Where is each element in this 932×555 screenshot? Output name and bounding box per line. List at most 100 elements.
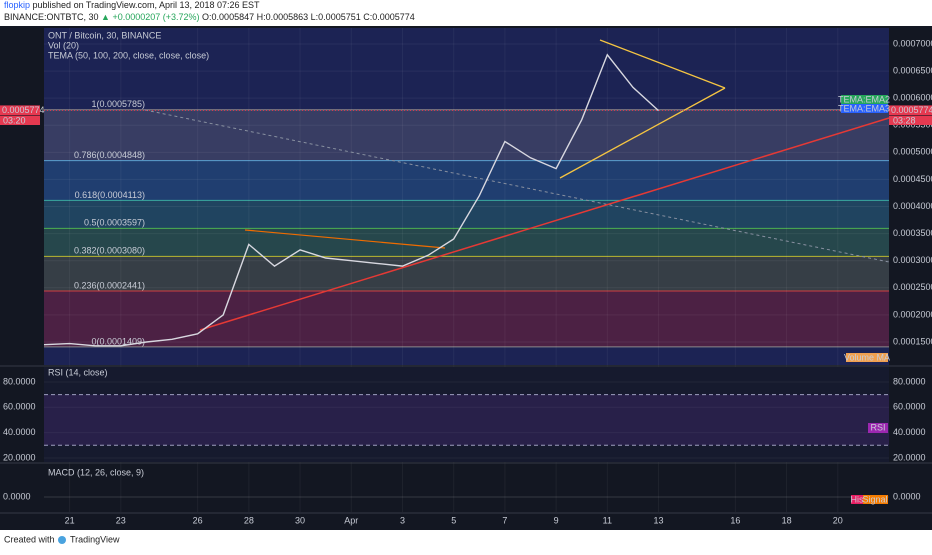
header-line-2: BINANCE:ONTBTC, 30 ▲ +0.0000207 (+3.72%)… (4, 12, 415, 22)
header-line-1: flopkip published on TradingView.com, Ap… (4, 0, 260, 10)
x-tick-label: 20 (833, 515, 843, 525)
macd-title: MACD (12, 26, close, 9) (48, 467, 144, 477)
footer-created: Created with (4, 534, 55, 544)
rsi-band (44, 394, 889, 446)
macd-signal-bg (863, 495, 888, 504)
macd-signal: Signal (862, 494, 887, 504)
fib-label: 0.618(0.0004113) (75, 190, 145, 200)
y-tick-label: 0.0005000 (893, 147, 932, 157)
tema3-badge-bg (841, 104, 888, 113)
last-price-badge (889, 105, 932, 116)
triangle-top (599, 39, 726, 89)
author[interactable]: flopkip (4, 0, 30, 10)
x-tick-label: 7 (502, 515, 507, 525)
y-tick-label: 0.0007000 (893, 38, 932, 48)
fib-label: 0.5(0.0003597) (84, 218, 145, 228)
countdown-right: 03:28 (893, 115, 916, 125)
fib-label: 0.382(0.0003080) (74, 246, 145, 256)
x-tick-label: 13 (654, 515, 664, 525)
header-bg (0, 0, 932, 26)
fib-zone (44, 228, 889, 257)
x-tick-label: 16 (730, 515, 740, 525)
symbol: BINANCE:ONTBTC, 30 (4, 12, 99, 22)
macd-his: His (851, 494, 864, 504)
last-price-label: 0.0005774 (891, 105, 932, 115)
indicator-vol: Vol (20) (48, 40, 79, 50)
triangle-bottom (559, 87, 726, 179)
fib-label: 0(0.0001409) (91, 336, 145, 346)
y-tick-label: 80.0000 (893, 376, 926, 386)
x-tick-label: 9 (554, 515, 559, 525)
fib-zone (44, 109, 889, 161)
y-tick-label: 0.0001500 (893, 336, 932, 346)
y-tick-label: 40.0000 (3, 427, 36, 437)
y-tick-label: 0.0003500 (893, 228, 932, 238)
rsi-badge-bg (868, 423, 888, 433)
x-tick-label: 18 (782, 515, 792, 525)
fib-zones: 1(0.0005785) 0.786(0.0004848) 0.618(0.0004… (44, 99, 889, 348)
x-tick-label: 28 (244, 515, 254, 525)
rsi-pane (44, 367, 889, 462)
y-tick-label: 0.0000 (893, 491, 921, 501)
indicator-tema: TEMA (50, 100, 200, close, close, close) (48, 50, 209, 60)
last-price-label: 0.0005774 (2, 105, 45, 115)
macd-his-bg (851, 495, 863, 504)
fib-label: 0.236(0.0002441) (74, 280, 145, 290)
x-tick-label: 3 (400, 515, 405, 525)
y-tick-label: 0.0004500 (893, 174, 932, 184)
countdown-right-bg (889, 116, 932, 125)
orange-trendline (244, 229, 446, 249)
tema2-badge: TEMA:EMA2 (838, 94, 890, 104)
fib-label: 0.786(0.0004848) (74, 150, 145, 160)
change: ▲ +0.0000207 (+3.72%) (101, 12, 199, 22)
price-pane (44, 28, 889, 365)
x-tick-label: Apr (344, 515, 358, 525)
x-tick-label: 23 (116, 515, 126, 525)
fib-zone (44, 290, 889, 347)
fib-zone (44, 200, 889, 229)
red-trendline (199, 117, 890, 331)
brand-icon (58, 536, 66, 544)
price-plot: 0.0005774 0.0005774 (0, 53, 932, 347)
fib-zone (44, 256, 889, 291)
x-tick-label: 11 (603, 515, 612, 525)
rsi-plot: 80.0000 80.0000 60.0000 60.0000 40.0000 40.00… (3, 376, 926, 462)
footer-bg (0, 530, 932, 550)
rsi-badge: RSI (870, 422, 885, 432)
fib-zone (44, 160, 889, 201)
dashed-trendline (144, 109, 890, 263)
high: H:0.0005863 (257, 12, 309, 22)
fib-label: 1(0.0005785) (91, 99, 145, 109)
price-line (43, 53, 659, 347)
footer-brand[interactable]: TradingView (70, 534, 120, 544)
y-tick-label: 40.0000 (893, 427, 926, 437)
y-tick-label: 80.0000 (3, 376, 36, 386)
y-tick-label: 60.0000 (3, 402, 36, 412)
countdown-left: 03:20 (3, 115, 26, 125)
y-tick-label: 0.0006000 (893, 93, 932, 103)
published: published on TradingView.com, April 13, … (33, 0, 260, 10)
y-tick-label: 0.0003000 (893, 255, 932, 265)
rsi-title: RSI (14, close) (48, 367, 108, 377)
low: L:0.0005751 (311, 12, 361, 22)
x-tick-label: 5 (451, 515, 456, 525)
y-tick-label: 0.0002500 (893, 282, 932, 292)
y-tick-label: 20.0000 (893, 452, 926, 462)
x-tick-label: 21 (65, 515, 75, 525)
volume-ma: Volume MA (844, 352, 890, 362)
last-price-badge (0, 105, 40, 116)
y-tick-label: 20.0000 (3, 452, 36, 462)
y-tick-label: 60.0000 (893, 402, 926, 412)
y-tick-label: 0.0000 (3, 491, 31, 501)
x-tick-label: 26 (193, 515, 203, 525)
macd-plot: 0.0000 0.0000 (3, 491, 921, 501)
open: O:0.0005847 (202, 12, 254, 22)
pane-title: ONT / Bitcoin, 30, BINANCE (48, 30, 161, 40)
countdown-left-bg (0, 116, 40, 125)
y-tick-label: 0.0004000 (893, 201, 932, 211)
tema3-badge: TEMA:EMA3 (838, 103, 890, 113)
close: C:0.0005774 (363, 12, 415, 22)
volume-ma-bg (846, 353, 888, 362)
x-tick-label: 30 (295, 515, 305, 525)
